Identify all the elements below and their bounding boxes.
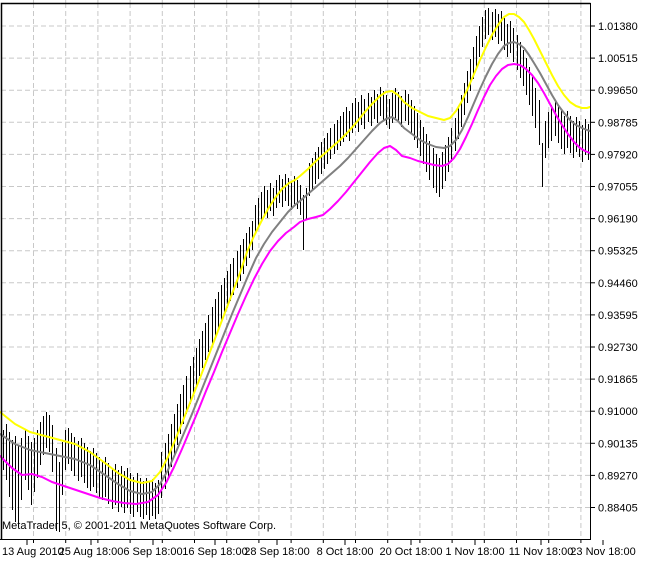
price-axis-label: 0.94460 bbox=[598, 278, 638, 290]
price-axis-label: 0.91865 bbox=[598, 374, 638, 386]
price-axis-label: 0.99650 bbox=[598, 85, 638, 97]
price-axis-label: 0.95325 bbox=[598, 246, 638, 258]
time-axis-label: 28 Sep 18:00 bbox=[244, 546, 309, 558]
price-axis-label: 0.93595 bbox=[598, 310, 638, 322]
time-axis-label: 13 Aug 2010 bbox=[2, 546, 64, 558]
price-axis-label: 0.97920 bbox=[598, 149, 638, 161]
time-axis-label: 11 Nov 18:00 bbox=[509, 546, 574, 558]
time-axis-label: 23 Nov 18:00 bbox=[570, 546, 635, 558]
price-axis-label: 0.88405 bbox=[598, 503, 638, 515]
time-axis-label: 1 Nov 18:00 bbox=[445, 546, 504, 558]
price-axis-label: 0.97055 bbox=[598, 182, 638, 194]
chart-border-topleft bbox=[0, 2, 591, 540]
price-axis-label: 1.01380 bbox=[598, 21, 638, 33]
price-axis-label: 0.89270 bbox=[598, 470, 638, 482]
lower-band-line bbox=[0, 63, 591, 505]
time-axis-label: 25 Aug 18:00 bbox=[59, 546, 124, 558]
price-axis-label: 0.90135 bbox=[598, 438, 638, 450]
time-axis-label: 16 Sep 18:00 bbox=[182, 546, 247, 558]
price-axis-label: 1.00515 bbox=[598, 53, 638, 65]
time-axis-label: 6 Sep 18:00 bbox=[123, 546, 182, 558]
middle-band-line bbox=[0, 41, 591, 495]
price-axis-label: 0.91000 bbox=[598, 406, 638, 418]
time-axis-label: 8 Oct 18:00 bbox=[317, 546, 374, 558]
price-axis-label: 0.92730 bbox=[598, 342, 638, 354]
price-axis-label: 0.98785 bbox=[598, 117, 638, 129]
price-axis-label: 0.96190 bbox=[598, 214, 638, 226]
upper-band-line bbox=[0, 13, 591, 484]
time-axis-label: 20 Oct 18:00 bbox=[380, 546, 443, 558]
